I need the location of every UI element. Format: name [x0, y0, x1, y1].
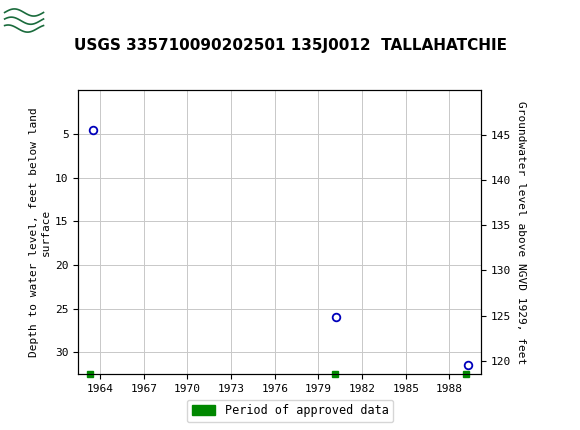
Y-axis label: Depth to water level, feet below land
surface: Depth to water level, feet below land su…	[30, 108, 51, 357]
Bar	[3, 3, 67, 33]
Text: USGS 335710090202501 135J0012  TALLAHATCHIE: USGS 335710090202501 135J0012 TALLAHATCH…	[74, 38, 506, 53]
Text: USGS: USGS	[72, 8, 136, 28]
Y-axis label: Groundwater level above NGVD 1929, feet: Groundwater level above NGVD 1929, feet	[516, 101, 525, 364]
Legend: Period of approved data: Period of approved data	[187, 399, 393, 422]
